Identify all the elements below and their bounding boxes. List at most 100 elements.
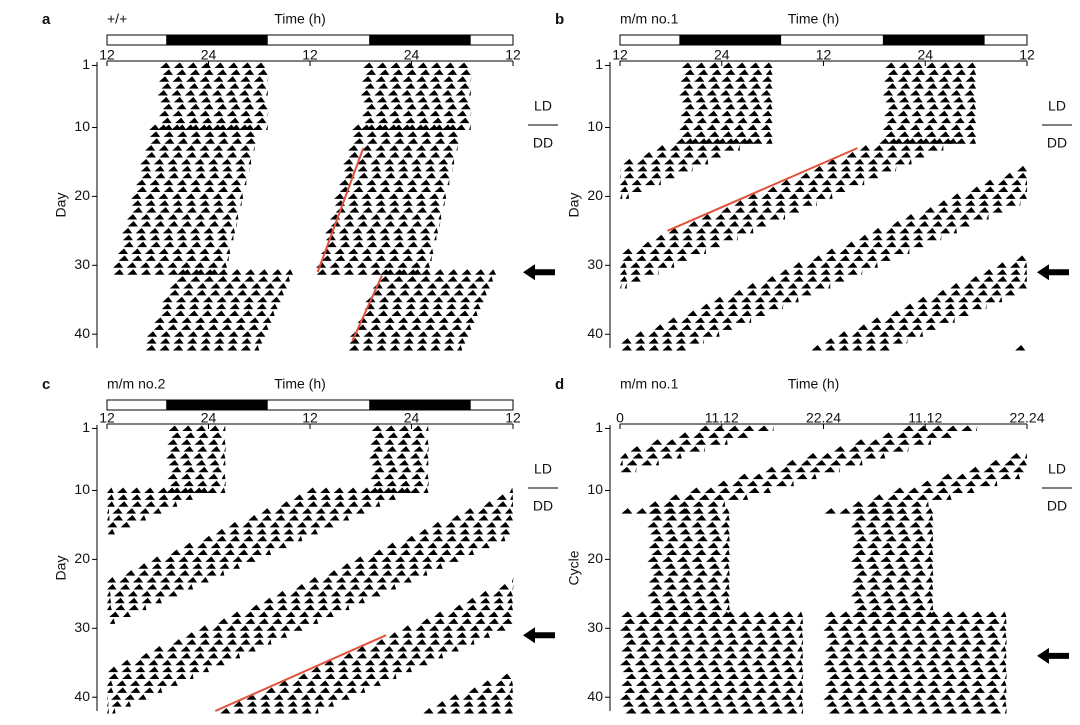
activity-bout [664, 597, 676, 604]
activity-bout [173, 577, 184, 583]
activity-bout [385, 425, 396, 431]
activity-bout [968, 117, 977, 124]
activity-bout [713, 425, 725, 431]
activity-bout [958, 310, 969, 317]
activity-bout [126, 214, 138, 220]
activity-bout [737, 625, 749, 631]
activity-bout [940, 117, 952, 124]
activity-bout [466, 289, 478, 296]
activity-bout [678, 432, 690, 438]
activity-bout [664, 165, 675, 172]
activity-bout [504, 508, 513, 514]
activity-bout [164, 556, 175, 562]
activity-bout [438, 214, 442, 220]
activity-bout [691, 165, 693, 172]
activity-bout [620, 466, 632, 473]
activity-bout [393, 179, 404, 186]
activity-bout [928, 103, 939, 110]
activity-bout [824, 508, 836, 514]
activity-bout [997, 276, 1008, 282]
activity-bout [445, 310, 456, 317]
activity-bout [698, 639, 710, 645]
activity-bout [924, 207, 935, 213]
activity-bout [411, 652, 422, 659]
activity-bout [375, 76, 386, 82]
activity-bout [694, 597, 706, 604]
activity-bout [666, 701, 678, 707]
activity-band [157, 62, 472, 130]
activity-bout [240, 76, 251, 82]
activity-bout [362, 345, 373, 351]
activity-bout [227, 62, 239, 68]
activity-bout [676, 453, 682, 459]
activity-bout [211, 90, 223, 96]
activity-bout [675, 338, 686, 344]
activity-bout [666, 549, 678, 555]
activity-bout [277, 597, 288, 604]
activity-bout [171, 432, 182, 438]
activity-bout [865, 331, 876, 337]
activity-bout [194, 439, 205, 445]
activity-bout [151, 563, 162, 569]
activity-bout [362, 76, 373, 82]
activity-bout [397, 262, 408, 268]
activity-bout [477, 708, 488, 714]
activity-bout [844, 459, 856, 466]
activity-bout [389, 207, 400, 213]
activity-bout [726, 687, 738, 693]
activity-bout [172, 200, 183, 206]
activity-bout [199, 76, 210, 82]
activity-bout [448, 556, 459, 562]
activity-bout [987, 632, 999, 638]
activity-bout [186, 110, 197, 117]
activity-bout [250, 604, 261, 611]
activity-bout [318, 604, 329, 611]
activity-bout [239, 625, 250, 631]
activity-bout [648, 577, 660, 583]
activity-bout [458, 96, 469, 103]
activity-bout [401, 466, 412, 473]
activity-bout [181, 317, 192, 323]
activity-bout [862, 179, 865, 186]
activity-bout [186, 152, 197, 158]
activity-bout [985, 645, 997, 652]
activity-bout [154, 590, 165, 597]
activity-bout [264, 604, 275, 611]
activity-bout [397, 214, 408, 220]
activity-bout [1012, 466, 1024, 473]
activity-bout [882, 694, 894, 700]
activity-bout [649, 694, 661, 700]
activity-bout [964, 124, 975, 130]
activity-bout [694, 645, 706, 652]
activity-bout [375, 145, 386, 151]
activity-bout [898, 62, 910, 68]
activity-bout [988, 618, 1000, 624]
activity-bout [969, 694, 981, 700]
activity-bout [256, 528, 267, 535]
activity-bout [337, 659, 348, 666]
activity-bout [771, 639, 783, 645]
activity-bout [665, 611, 677, 618]
activity-bout [719, 487, 731, 493]
activity-bout [280, 632, 288, 638]
activity-bout [652, 701, 664, 707]
activity-bout [916, 494, 928, 500]
activity-bout [693, 432, 705, 438]
activity-bout [447, 611, 458, 618]
activity-bout [985, 611, 997, 618]
activity-bout [722, 432, 734, 438]
activity-bout [711, 604, 723, 611]
activity-bout [324, 666, 335, 673]
activity-bout [704, 158, 709, 165]
activity-bout [896, 501, 908, 507]
activity-bout [377, 310, 388, 317]
activity-bout [470, 639, 475, 645]
activity-bout [438, 220, 441, 227]
activity-bout [987, 701, 999, 707]
activity-bout [423, 708, 434, 714]
activity-bout [231, 186, 242, 192]
activity-bout [449, 694, 460, 700]
activity-bout [443, 200, 445, 206]
x-axis-title: Time (h) [788, 376, 840, 392]
activity-bout [116, 687, 127, 693]
